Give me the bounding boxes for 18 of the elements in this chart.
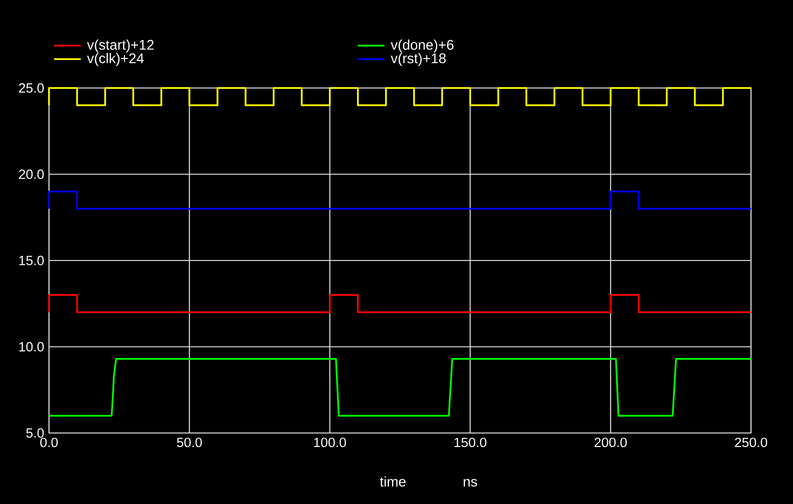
y-tick-label: 25.0 <box>19 83 44 93</box>
legend-label: v(clk)+24 <box>87 53 144 66</box>
y-tick-label: 20.0 <box>19 170 44 179</box>
y-tick-label: 15.0 <box>19 256 44 266</box>
text: ns <box>464 478 478 487</box>
legend-label: v(done)+6 <box>390 40 454 53</box>
x-tick-label: 100.0 <box>314 438 346 448</box>
y-tick-label: 10.0 <box>19 342 44 352</box>
x-tick-label: 150.0 <box>454 438 486 448</box>
legend-label: v(rst)+18 <box>390 53 446 66</box>
y-tick-label: 5.0 <box>26 428 44 438</box>
x-tick-label: 250.0 <box>734 438 768 448</box>
x-tick-label: 200.0 <box>594 438 627 448</box>
x-tick-label: 0.0 <box>40 438 58 448</box>
x-axis-title: time <box>380 476 406 487</box>
x-tick-label: 50.0 <box>176 438 202 448</box>
legend-label: v(start)+12 <box>87 40 154 53</box>
line-series <box>48 358 752 417</box>
